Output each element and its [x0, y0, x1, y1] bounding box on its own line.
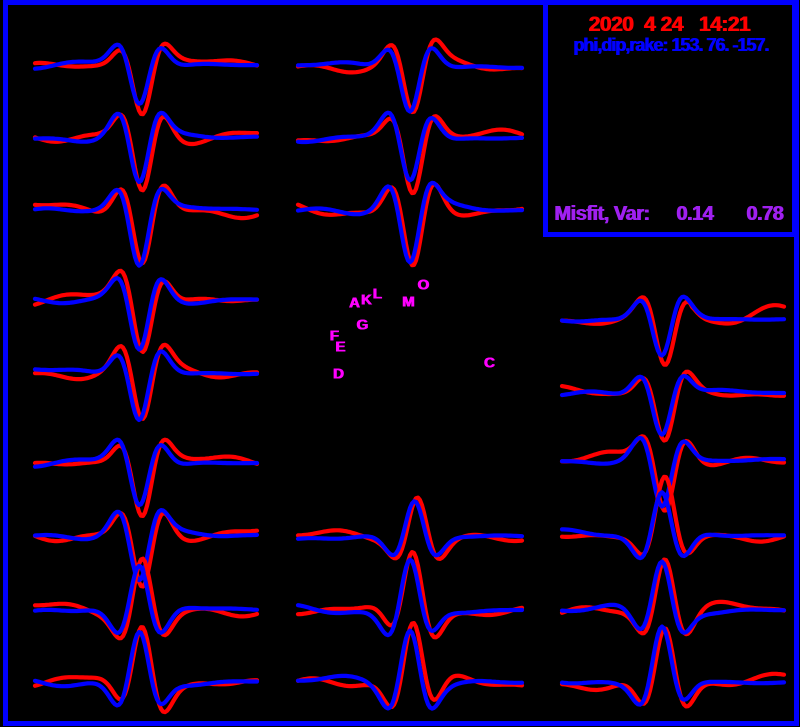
trace-path: [32, 110, 260, 184]
trace-path: [32, 563, 260, 635]
trace-path: [32, 349, 260, 423]
station-label-F: F: [329, 327, 339, 345]
trace-path: [32, 437, 260, 518]
trace-path: [32, 437, 260, 508]
trace-path: [32, 342, 260, 421]
trace-path: [295, 557, 525, 638]
solution-info-box: 2020 4 24 14:21 phi,dip,rake: 153. 76. -…: [543, 0, 797, 237]
station-label-O: O: [417, 276, 429, 294]
trace-path: [295, 628, 525, 711]
trace-path: [559, 295, 787, 367]
trace-path: [295, 37, 525, 115]
misfit-value: 0.14: [676, 203, 713, 225]
trace-path: [295, 180, 525, 265]
trace-path: [295, 550, 525, 640]
trace-path: [295, 499, 525, 558]
trace-path: [295, 46, 525, 114]
trace-path: [32, 41, 260, 117]
trace-path: [559, 559, 787, 635]
station-label-L: L: [372, 285, 382, 303]
misfit-variance-line: Misfit, Var: 0.14 0.78: [548, 203, 792, 227]
station-label-E: E: [334, 338, 346, 356]
misfit-var-label: Misfit, Var:: [554, 203, 650, 225]
trace-path: [559, 294, 787, 358]
trace-path: [295, 181, 525, 268]
trace-path: [32, 625, 260, 715]
event-date: 2020 4 24 14:21: [588, 13, 750, 36]
station-label-C: C: [483, 354, 495, 372]
trace-path: [559, 434, 787, 513]
trace-path: [32, 42, 260, 106]
trace-path: [559, 624, 787, 707]
trace-path: [295, 114, 525, 196]
trace-path: [559, 490, 787, 561]
trace-path: [295, 110, 525, 183]
trace-path: [559, 435, 787, 509]
station-label-M: M: [401, 293, 415, 311]
trace-path: [32, 276, 260, 352]
trace-path: [295, 621, 525, 709]
trace-path: [32, 112, 260, 193]
trace-path: [32, 556, 260, 641]
variance-value: 0.78: [746, 203, 783, 225]
station-label-D: D: [332, 365, 344, 383]
trace-path: [32, 629, 260, 708]
trace-path: [559, 373, 787, 437]
mechanism-line: phi,dip,rake: 153. 76. -157.: [572, 35, 769, 55]
station-label-G: G: [356, 316, 368, 334]
station-label-A: A: [348, 294, 360, 312]
trace-path: [32, 186, 260, 268]
station-label-K: K: [360, 291, 372, 309]
